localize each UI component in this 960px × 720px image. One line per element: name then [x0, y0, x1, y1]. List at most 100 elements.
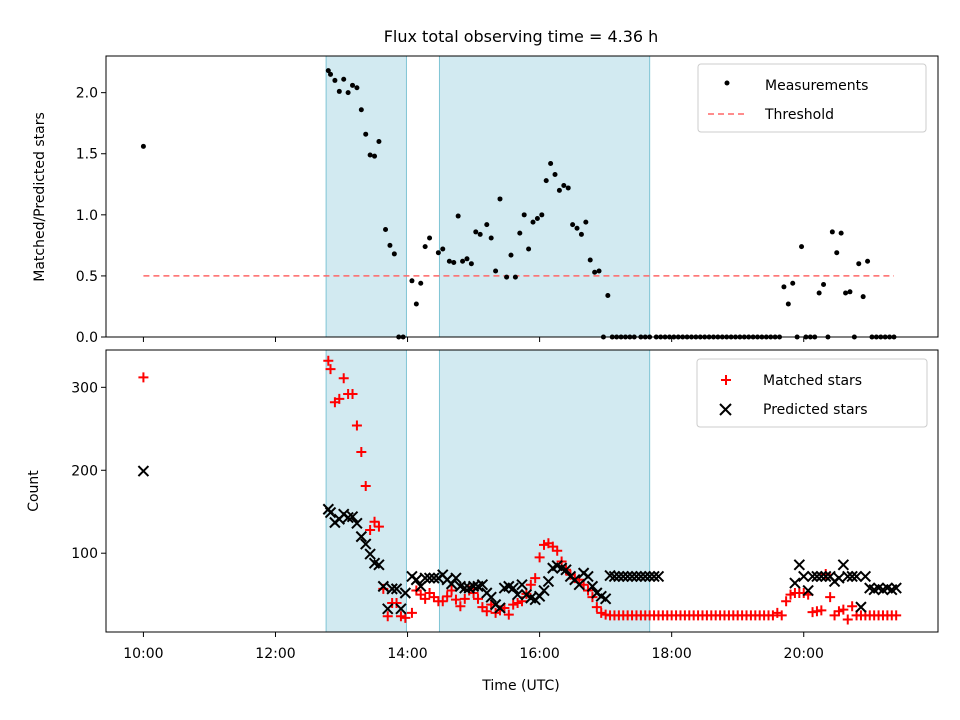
- measurement-point: [526, 246, 532, 252]
- matched-star-point: [816, 605, 827, 616]
- matched-star-point: [539, 539, 550, 550]
- predicted-star-point: [811, 570, 823, 583]
- predicted-star-point: [798, 570, 810, 583]
- measurement-point: [488, 235, 494, 241]
- measurement-point: [548, 161, 554, 167]
- measurement-point: [464, 256, 470, 262]
- matched-star-point: [508, 599, 519, 610]
- predicted-star-point: [511, 588, 524, 601]
- matched-star-point: [420, 593, 431, 604]
- predicted-star-point: [415, 580, 427, 593]
- measurement-point: [477, 231, 483, 237]
- predicted-legend-label: Predicted stars: [763, 402, 868, 418]
- predicted-star-point: [395, 603, 407, 615]
- matched-star-point: [459, 593, 470, 604]
- matched-star-point: [391, 597, 402, 608]
- predicted-star-point: [890, 582, 902, 594]
- matched-star-point: [365, 524, 376, 535]
- predicted-star-point: [410, 574, 423, 586]
- measurement-point: [372, 153, 378, 159]
- predicted-star-point: [613, 570, 625, 583]
- predicted-star-point: [833, 572, 845, 584]
- predicted-star-point: [837, 559, 850, 571]
- matched-star-point: [437, 596, 448, 607]
- matched-star-point: [552, 545, 563, 556]
- measurement-point: [821, 281, 827, 287]
- matched-star-point: [373, 521, 384, 532]
- x-tick-label: 20:00: [784, 646, 824, 662]
- measurement-point: [578, 231, 584, 237]
- predicted-star-point: [608, 570, 621, 583]
- y-tick-label: 1.5: [76, 147, 98, 163]
- x-tick-label: 10:00: [123, 646, 163, 662]
- predicted-star-point: [820, 570, 832, 583]
- matched-star-point: [334, 393, 345, 404]
- predicted-star-point: [459, 582, 471, 594]
- predicted-star-point: [382, 603, 394, 615]
- predicted-star-point: [467, 580, 480, 593]
- predicted-star-point: [802, 584, 814, 597]
- matched-star-point: [325, 364, 336, 375]
- matched-star-point: [785, 589, 796, 600]
- matched-star-point: [347, 388, 358, 399]
- measurement-point: [418, 280, 424, 286]
- predicted-star-point: [842, 570, 854, 583]
- measurement-point: [435, 250, 441, 256]
- threshold-legend-label: Threshold: [764, 107, 834, 123]
- predicted-star-point: [485, 591, 497, 603]
- y-tick-label: 0.5: [76, 269, 98, 285]
- predicted-star-point: [793, 559, 806, 571]
- top-panel: 0.00.51.01.52.0 Matched/Predicted stars …: [32, 55, 939, 346]
- measurement-point: [350, 82, 356, 88]
- matched-star-point: [323, 355, 334, 366]
- predicted-star-point: [560, 564, 572, 576]
- matched-stars-series: [138, 355, 902, 625]
- predicted-star-point: [639, 570, 651, 583]
- measurement-point: [592, 269, 598, 275]
- measurement-point: [517, 230, 523, 236]
- predicted-star-point: [542, 575, 555, 588]
- bottom-y-axis-label: Count: [26, 470, 42, 512]
- predicted-star-point: [648, 570, 660, 583]
- top-y-ticks: 0.0 0.5 1.0 1.5 2.0: [76, 86, 106, 346]
- predicted-star-point: [355, 530, 368, 543]
- predicted-star-point: [626, 570, 638, 583]
- bottom-axes-frame: [105, 349, 939, 633]
- measurement-point: [865, 258, 871, 264]
- y-tick-label: 0.0: [76, 330, 98, 346]
- predicted-star-point: [621, 570, 634, 583]
- matched-legend-label: Matched stars: [763, 373, 862, 389]
- matched-star-point: [472, 593, 483, 604]
- measurement-point: [843, 290, 849, 296]
- x-tick-label: 16:00: [519, 646, 559, 662]
- measurement-point: [336, 88, 342, 94]
- matched-star-point: [591, 602, 602, 613]
- matched-star-point: [442, 591, 453, 602]
- matched-star-point: [596, 607, 607, 618]
- predicted-star-point: [364, 548, 376, 560]
- matched-star-point: [798, 588, 809, 599]
- predicted-legend-marker: [719, 403, 732, 416]
- measurement-point: [834, 250, 840, 256]
- measurement-point: [358, 107, 364, 113]
- predicted-star-point: [494, 602, 506, 614]
- matched-star-point: [847, 601, 858, 612]
- y-tick-label: 300: [71, 380, 98, 396]
- x-tick-label: 18:00: [651, 646, 691, 662]
- chart-title: Flux total observing time = 4.36 h: [384, 27, 659, 46]
- matched-star-point: [838, 604, 849, 615]
- shaded-interval: [325, 55, 407, 338]
- measurement-point: [508, 252, 514, 258]
- predicted-star-point: [859, 570, 872, 583]
- measurement-point: [484, 222, 490, 228]
- measurement-point: [799, 244, 805, 250]
- matched-star-point: [512, 597, 523, 608]
- measurement-point: [543, 178, 549, 184]
- measurement-point: [460, 258, 466, 264]
- measurement-point: [391, 251, 397, 257]
- predicted-star-point: [377, 580, 390, 593]
- predicted-star-point: [386, 583, 398, 595]
- predicted-star-point: [507, 582, 519, 594]
- y-tick-label: 1.0: [76, 208, 98, 224]
- measurement-point: [790, 280, 796, 286]
